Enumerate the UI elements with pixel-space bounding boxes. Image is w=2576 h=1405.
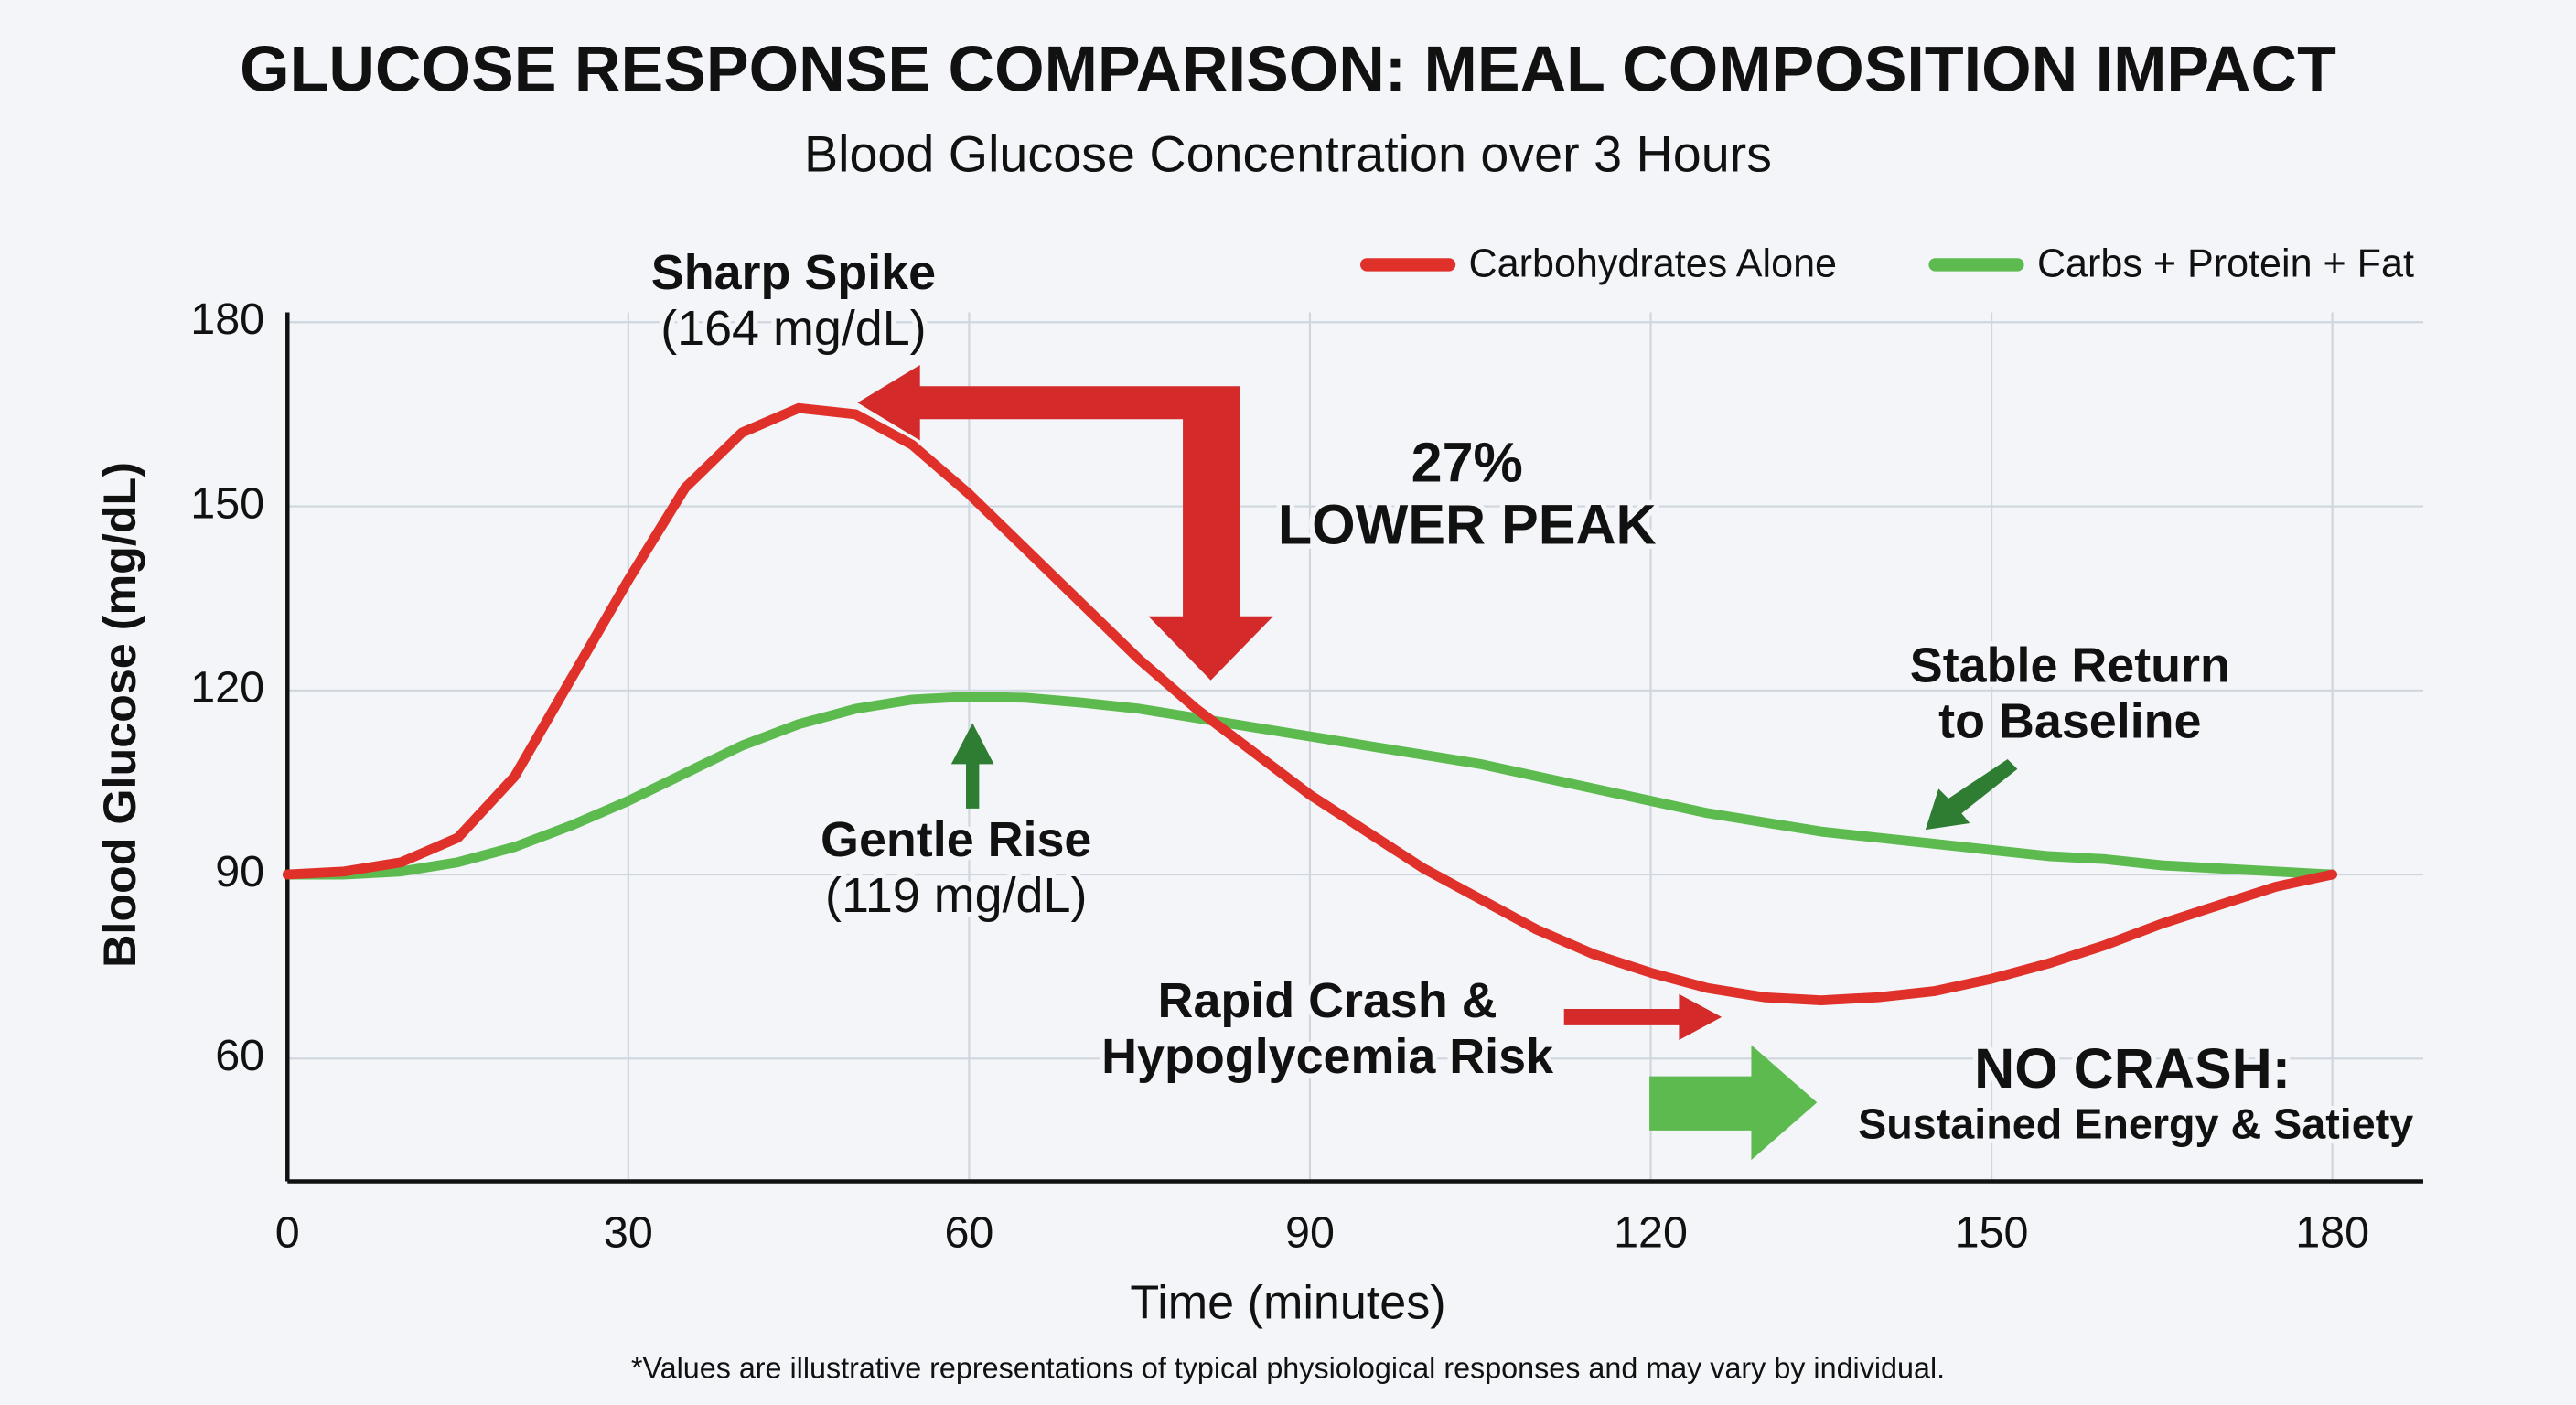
series-line: [282, 692, 2338, 880]
rise-arrow: [950, 723, 994, 809]
x-tick-label: 60: [944, 1208, 993, 1258]
annotation: 27%: [1411, 431, 1523, 493]
x-tick-label: 150: [1955, 1208, 2029, 1258]
x-tick-label: 90: [1285, 1208, 1335, 1258]
annotation: LOWER PEAK: [1278, 494, 1657, 556]
no-crash-arrow: [1649, 1045, 1818, 1161]
y-tick-label: 60: [215, 1031, 264, 1080]
y-tick-label: 120: [190, 663, 264, 713]
x-tick-label: 0: [275, 1208, 300, 1258]
baseline-arrow: [1925, 758, 2018, 831]
chart-subtitle: Blood Glucose Concentration over 3 Hours: [804, 125, 1772, 182]
annotation: Sustained Energy & Satiety: [1858, 1100, 2413, 1148]
annotation: Rapid Crash &: [1158, 973, 1497, 1028]
y-tick-label: 90: [215, 847, 264, 896]
crash-arrow: [1563, 993, 1723, 1041]
legend-label: Carbs + Protein + Fat: [2037, 242, 2414, 286]
chart-title: GLUCOSE RESPONSE COMPARISON: MEAL COMPOS…: [240, 34, 2336, 105]
annotation-arrows: [857, 364, 2018, 1161]
legend: Carbohydrates Alone Carbs + Protein + Fat: [1360, 242, 2414, 286]
annotations: Sharp Spike(164 mg/dL) 27%LOWER PEAK Gentl…: [646, 241, 2418, 1153]
x-axis-label: Time (minutes): [1130, 1277, 1445, 1330]
annotation: Hypoglycemia Risk: [1101, 1029, 1553, 1084]
y-tick-label: 150: [190, 478, 264, 528]
plot: [282, 402, 2338, 1005]
annotation: NO CRASH:: [1974, 1037, 2291, 1099]
annotation: Stable Return: [1910, 638, 2230, 692]
grid: 60 90 120 150 180 0 30 60 90 120 150 180: [190, 295, 2423, 1258]
footnote: *Values are illustrative representations…: [631, 1352, 1945, 1385]
annotation: to Baseline: [1938, 693, 2201, 748]
y-tick-label: 180: [190, 295, 264, 344]
x-tick-label: 120: [1614, 1208, 1688, 1258]
y-axis-label: Blood Glucose (mg/dL): [93, 462, 145, 968]
annotation: (119 mg/dL): [825, 868, 1087, 923]
legend-label: Carbohydrates Alone: [1469, 242, 1837, 286]
annotation: (164 mg/dL): [660, 301, 926, 356]
x-tick-label: 30: [604, 1208, 653, 1258]
series-line: [282, 402, 2338, 1005]
annotation: Gentle Rise: [821, 812, 1091, 867]
x-tick-label: 180: [2295, 1208, 2369, 1258]
annotation: Sharp Spike: [651, 245, 936, 300]
peak-arrow: [857, 364, 1273, 681]
